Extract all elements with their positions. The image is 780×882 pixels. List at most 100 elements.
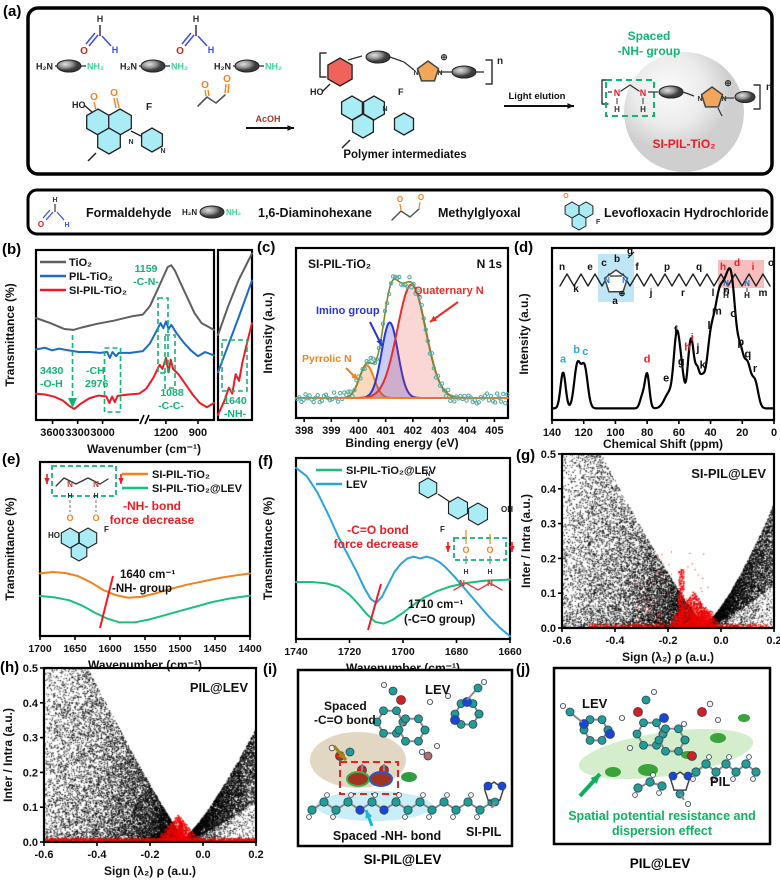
- panel-b-legend-0: TiO₂: [69, 257, 92, 269]
- d-structure-label-N: N: [744, 279, 750, 288]
- d-peak-label-h: h: [684, 341, 691, 353]
- svgE-xtick: 1550: [133, 643, 157, 655]
- d-peak-label-j: j: [695, 343, 699, 355]
- svgH-ytick: 0.4: [23, 698, 39, 710]
- d-structure-label-m: m: [759, 288, 768, 299]
- b-xtick: 3600: [40, 427, 64, 439]
- svg-text:(-C=O group): (-C=O group): [404, 614, 475, 626]
- d-peak-label-m: m: [712, 305, 722, 317]
- d-structure-label-b: b: [614, 254, 620, 265]
- panel-b-legend-2: SI-PIL-TiO₂: [69, 285, 127, 297]
- polymer-intermediate-structure: HO: [310, 87, 324, 97]
- d-xtick: 20: [736, 427, 748, 439]
- panel-c-xps-chart: SI-PIL-TiO₂ N 1s Pyrrolic N Imino group Quat…: [261, 246, 510, 450]
- svg-text:O: O: [38, 220, 44, 229]
- svg-text:NH₂: NH₂: [87, 62, 104, 72]
- svgG-xtick: -0.2: [659, 635, 678, 647]
- c-xtick: 404: [458, 425, 477, 437]
- svg-text:H: H: [64, 222, 69, 229]
- d-structure-label-i: i: [752, 262, 755, 273]
- panel-i-molecular-model: LEV Spaced-C=O bond Spaced -NH- bond SI-PIL: [296, 668, 514, 848]
- panel-j-label: (j): [516, 661, 531, 678]
- svgE-xtick: 1650: [63, 643, 87, 655]
- d-structure-label-d: d: [734, 258, 740, 269]
- panel-g-label: (g): [516, 447, 536, 464]
- d-structure-label-N: N: [723, 279, 729, 288]
- svg-text:H: H: [487, 569, 492, 576]
- svg-text:O: O: [90, 92, 98, 103]
- c-xtick: 401: [377, 425, 395, 437]
- e-inset-structure: N: [67, 480, 73, 489]
- svg-text:HO: HO: [48, 531, 60, 540]
- c-xtick: 399: [322, 425, 340, 437]
- svgH-xlabel: Sign (λ₂) ρ (a.u.): [104, 864, 196, 878]
- svg-text:⊕: ⊕: [440, 52, 448, 62]
- svg-text:O: O: [110, 88, 118, 99]
- svg-text:O: O: [80, 46, 88, 57]
- svg-text:-NH- group: -NH- group: [618, 44, 681, 58]
- d-structure-label-N: N: [622, 276, 628, 285]
- methylglyoxal-structure: O: [201, 80, 209, 91]
- svgF-xtick: 1700: [391, 646, 415, 658]
- panel-h-scatter-points: [44, 668, 256, 842]
- svg-text:force decrease: force decrease: [334, 537, 419, 551]
- ann-2976: -CH: [86, 365, 105, 377]
- svg-text:O: O: [176, 46, 184, 57]
- d-peak-label-b: b: [573, 344, 580, 356]
- levofloxacin-label: Levofloxacin Hydrochloride: [604, 206, 769, 220]
- svg-text:⊕: ⊕: [724, 78, 732, 88]
- formaldehyde-structure: H: [193, 14, 200, 24]
- c-ylabel: Intensity (a.u.): [261, 292, 275, 373]
- svg-text:O: O: [223, 74, 231, 85]
- svgE-xtick: 1600: [98, 643, 122, 655]
- svgF-xtick: 1660: [498, 646, 522, 658]
- svgG-xtick: 0.0: [713, 635, 728, 647]
- c-sample-label: SI-PIL-TiO₂: [308, 257, 371, 271]
- d-peak-label-a: a: [560, 353, 567, 365]
- d-xtick: 80: [641, 427, 653, 439]
- svg-text:F: F: [146, 102, 152, 113]
- d-xtick: 60: [673, 427, 685, 439]
- svg-text:O: O: [462, 545, 469, 555]
- f-legend-0: SI-PIL-TiO₂@LEV: [346, 465, 437, 477]
- svgG-ytick: 0.1: [541, 588, 556, 600]
- c-pyrrolic-label: Pyrrolic N: [302, 353, 352, 365]
- d-peak-label-l: l: [707, 320, 710, 332]
- svg-text:N: N: [697, 96, 702, 103]
- panel-j-caption: PIL@LEV: [629, 856, 691, 871]
- svg-text:N: N: [437, 70, 442, 77]
- panel-i-caption: SI-PIL@LEV: [363, 852, 442, 867]
- diaminohexane-structure: H₂N: [120, 62, 137, 72]
- d-structure-label-n: n: [559, 262, 565, 273]
- svg-text:H: H: [208, 45, 215, 55]
- d-structure-label-k: k: [573, 284, 579, 295]
- f-1710-note: 1710 cm⁻¹: [408, 599, 463, 611]
- svg-text:H: H: [463, 569, 468, 576]
- svg-text:F: F: [104, 525, 109, 534]
- reagent-legend-row: H O H Formaldehyde H₂N NH₂ 1,6-Diaminohexane O O…: [26, 188, 774, 236]
- svg-text:n: n: [497, 56, 503, 67]
- d-structure-label-e: e: [587, 262, 593, 273]
- svg-text:N: N: [382, 106, 387, 113]
- f-red-note: -C=O bond: [347, 523, 409, 537]
- svg-text:N: N: [640, 88, 647, 98]
- d-structure-label-H: H: [744, 291, 750, 300]
- svg-text:2976: 2976: [85, 378, 109, 390]
- svg-text:-NH-: -NH-: [224, 408, 247, 420]
- d-structure-label-g: g: [627, 246, 633, 257]
- d-peak-label-p: p: [737, 337, 744, 349]
- d-structure-label-j: j: [649, 288, 653, 299]
- svgH-xtick: -0.4: [88, 849, 108, 861]
- c-xlabel: Binding energy (eV): [345, 436, 458, 450]
- b-xtick: 1200: [154, 427, 178, 439]
- svg-text:NH₂: NH₂: [171, 62, 188, 72]
- d-peak-label-k: k: [700, 359, 707, 371]
- panel-e-label: (e): [2, 451, 21, 468]
- svgG-ytick: 0.4: [541, 484, 557, 496]
- svgG-title: SI-PIL@LEV: [691, 466, 766, 481]
- svg-text:dispersion effect: dispersion effect: [612, 824, 713, 838]
- c-xtick: 405: [485, 425, 503, 437]
- svg-text:F: F: [440, 525, 445, 534]
- formaldehyde-structure: H: [97, 14, 104, 24]
